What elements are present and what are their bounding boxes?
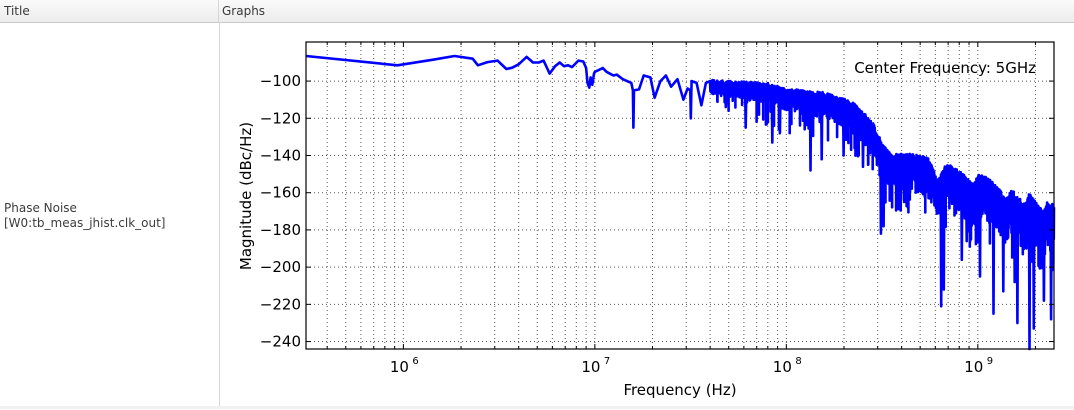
x-tick-labels: 10 6 10 7 10 8 10 9 <box>390 356 993 376</box>
x-tick-exponent: 7 <box>604 356 610 367</box>
x-tick-label: 10 <box>581 358 600 376</box>
x-tick-exponent: 8 <box>795 356 801 367</box>
y-tick-label: −140 <box>260 146 301 164</box>
y-tick-label: −160 <box>260 184 301 202</box>
axis-ticks <box>306 42 1054 349</box>
table-header: Title Graphs <box>0 0 1074 23</box>
table-footer <box>0 406 1074 409</box>
x-tick-label: 10 <box>390 358 409 376</box>
x-tick-exponent: 6 <box>412 356 418 367</box>
y-tick-label: −180 <box>260 221 301 239</box>
y-tick-label: −100 <box>260 72 301 90</box>
chart-svg: −100−120−140−160−180−200−220−240 10 6 10 7 1… <box>237 41 1056 399</box>
y-axis-label: Magnitude (dBc/Hz) <box>237 122 255 270</box>
x-tick-exponent: 9 <box>987 356 993 367</box>
table-row-title-cell: Phase Noise [W0:tb_meas_jhist.clk_out] <box>4 201 165 231</box>
column-header-graphs[interactable]: Graphs <box>222 4 266 18</box>
chart-series-phase-noise <box>305 54 1056 351</box>
y-tick-label: −240 <box>260 333 301 351</box>
chart-annotation: Center Frequency: 5GHz <box>854 59 1036 77</box>
phase-noise-trace <box>305 54 1056 351</box>
x-axis-label: Frequency (Hz) <box>623 381 736 399</box>
phase-noise-chart: −100 −120 −140 −160 −180 −200 −220 −240 10 6 10 7 1… <box>220 23 1074 410</box>
chart-grid <box>306 42 1054 349</box>
y-tick-labels: −100 −120 −140 −160 −180 −200 −220 −240 <box>260 72 301 350</box>
plot-frame <box>305 41 1055 350</box>
row-title-line1: Phase Noise <box>4 201 77 215</box>
x-tick-label: 10 <box>773 358 792 376</box>
x-tick-label: 10 <box>964 358 983 376</box>
y-tick-label: −200 <box>260 258 301 276</box>
column-header-title[interactable]: Title <box>0 0 219 22</box>
column-divider[interactable] <box>219 22 220 406</box>
y-tick-label: −220 <box>260 295 301 313</box>
y-tick-label: −120 <box>260 109 301 127</box>
row-title-line2: [W0:tb_meas_jhist.clk_out] <box>4 216 166 230</box>
